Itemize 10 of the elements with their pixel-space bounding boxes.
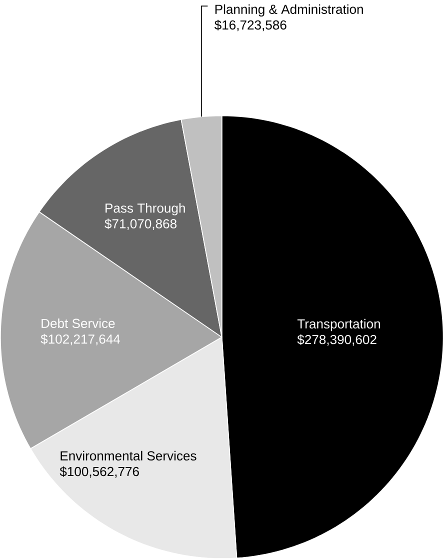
slice-label: Debt Service xyxy=(42,318,115,328)
data-label: $71,070,868 xyxy=(104,218,177,230)
data-label: $16,723,586 xyxy=(214,20,287,32)
slice-label: Environmental Services xyxy=(60,450,196,460)
slice-label: Transportation xyxy=(298,318,380,332)
data-label: $278,390,602 xyxy=(297,334,376,346)
data-label: $100,562,776 xyxy=(60,466,140,478)
slice-label: Pass Through xyxy=(106,203,186,216)
data-label: $102,217,644 xyxy=(40,334,120,346)
slice-label: Planning & Administration xyxy=(216,4,364,17)
